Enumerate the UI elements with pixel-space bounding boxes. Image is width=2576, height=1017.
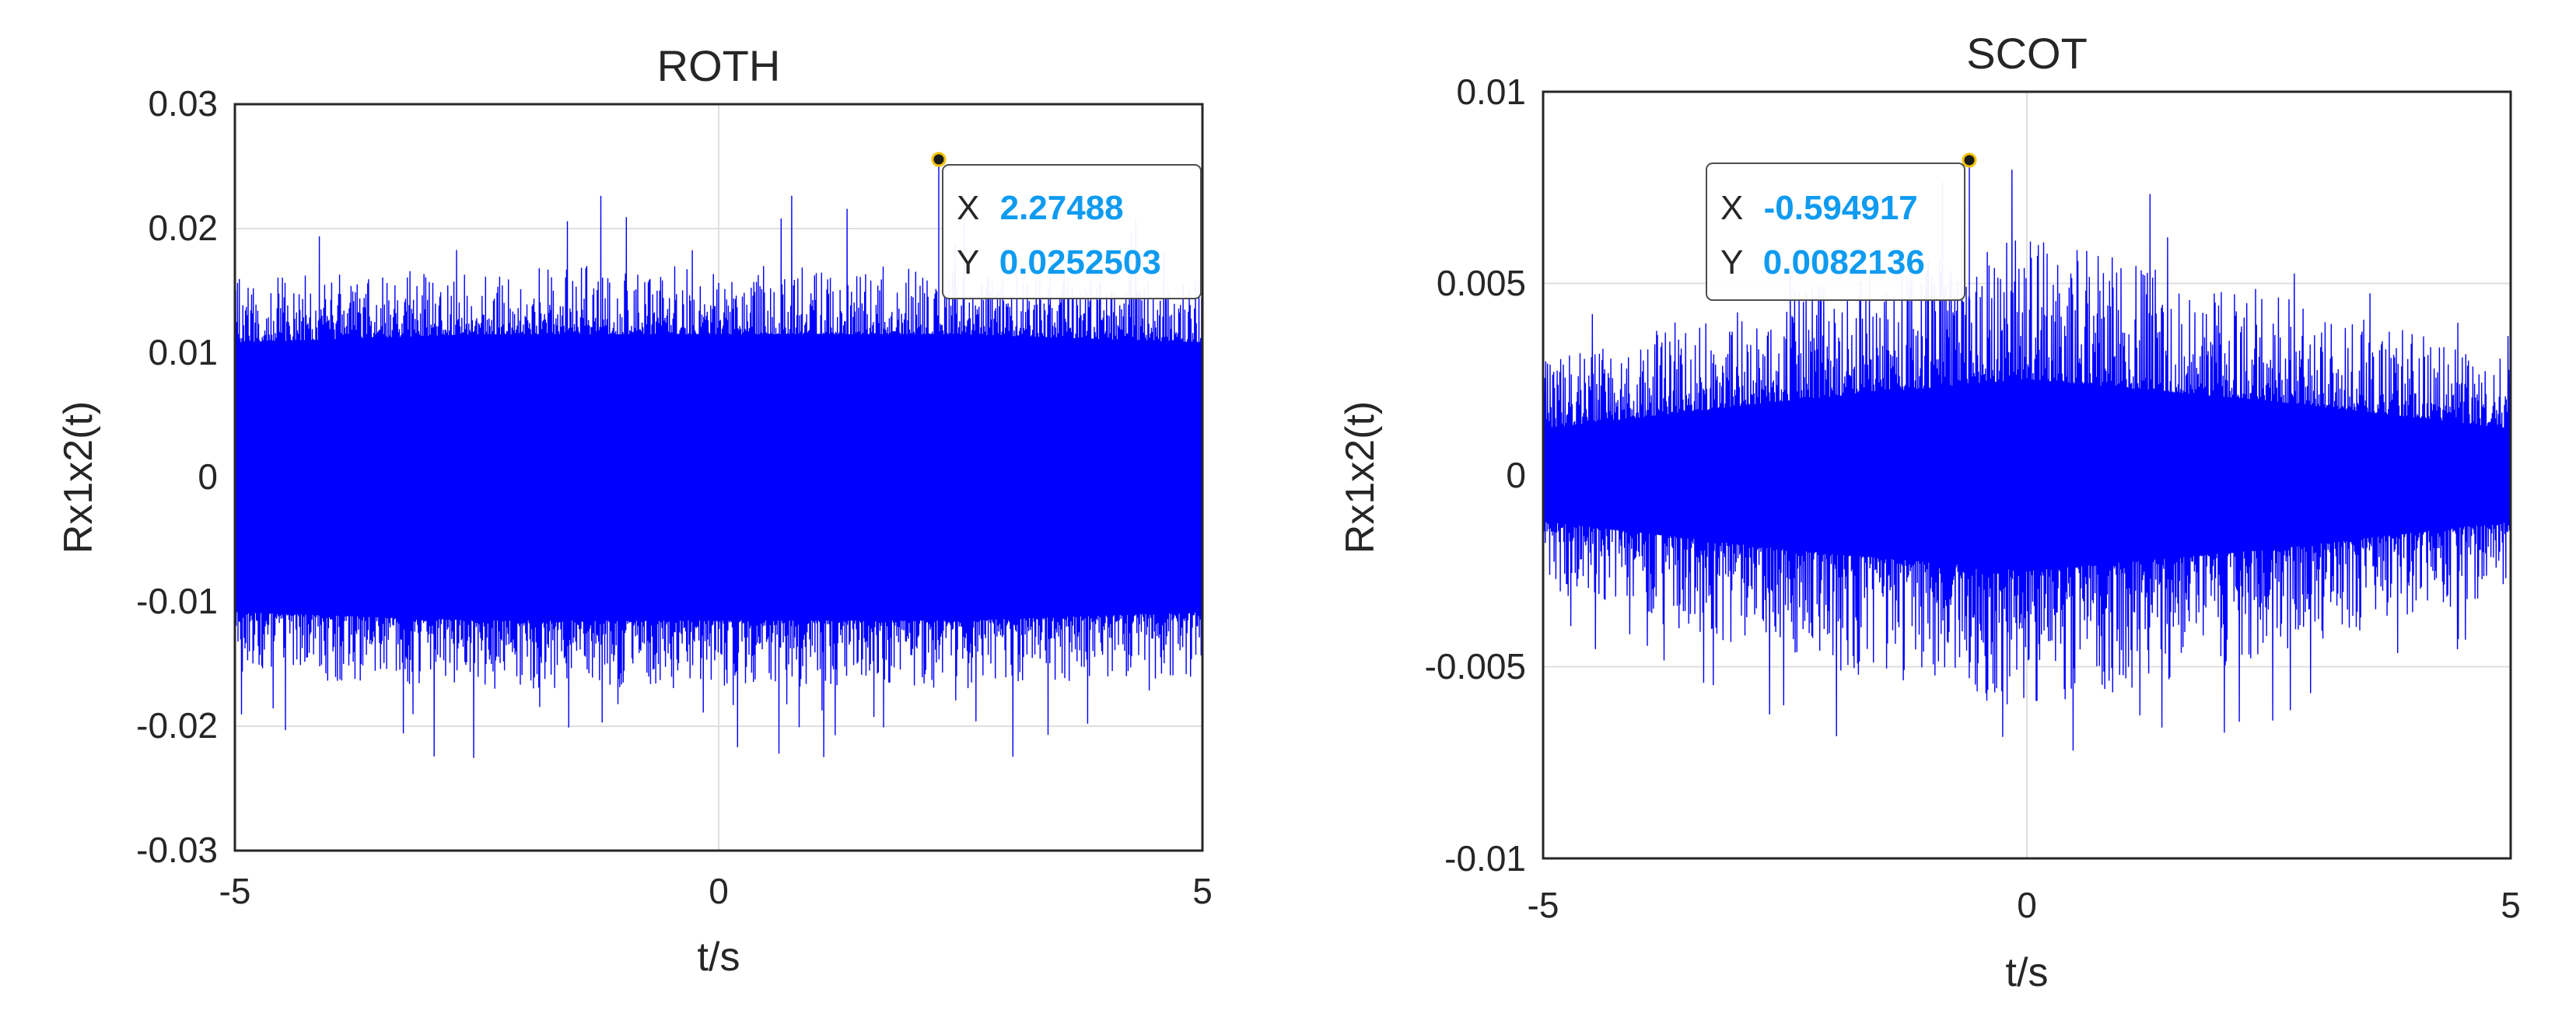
y-tick-label: 0 <box>198 456 218 497</box>
data-tip-box <box>942 164 1202 299</box>
x-ticks: -5 0 5 <box>1528 885 2521 925</box>
x-tick-label: -5 <box>219 871 251 911</box>
y-tick-label: 0.01 <box>1456 72 1526 112</box>
y-axis-label: Rx1x2(t) <box>1338 401 1383 554</box>
x-tick-label: 0 <box>2017 885 2037 925</box>
y-tick-label: -0.02 <box>136 705 218 746</box>
x-tick-label: 5 <box>1192 871 1213 911</box>
y-axis-label: Rx1x2(t) <box>56 401 101 554</box>
data-tip[interactable]: X -0.594917 Y 0.0082136 <box>1706 152 1977 301</box>
y-tick-label: -0.01 <box>136 581 218 621</box>
data-tip-x-row: X -0.594917 <box>1720 189 1918 227</box>
data-tip-y-label: Y <box>957 243 979 281</box>
plot-frame <box>1542 90 2512 860</box>
signal-trace <box>1542 160 2511 751</box>
y-tick-label: 0.005 <box>1437 263 1526 303</box>
data-tip-y-row: Y 0.0252503 <box>957 243 1161 281</box>
data-tip-x-label: X <box>957 189 979 227</box>
y-tick-label: 0.02 <box>148 208 218 248</box>
x-tick-label: -5 <box>1528 885 1559 925</box>
y-ticks: 0.03 0.02 0.01 0 -0.01 -0.02 -0.03 <box>136 83 218 870</box>
data-tip-marker[interactable] <box>1962 152 1977 168</box>
data-tip-x-value: 2.27488 <box>1000 189 1124 227</box>
x-tick-label: 0 <box>709 871 729 911</box>
y-tick-label: -0.01 <box>1444 838 1526 879</box>
chart-title: SCOT <box>1966 29 2088 78</box>
data-tip-x-row: X 2.27488 <box>957 189 1124 227</box>
data-tip-y-label: Y <box>1720 243 1743 281</box>
y-tick-label: -0.005 <box>1425 646 1526 687</box>
signal-line <box>234 163 1203 758</box>
data-tip-x-value: -0.594917 <box>1764 189 1918 227</box>
data-tip[interactable]: X 2.27488 Y 0.0252503 <box>931 152 1202 299</box>
x-axis-label: t/s <box>698 935 740 980</box>
x-axis-label: t/s <box>2006 950 2049 995</box>
signal-line <box>1542 160 2511 751</box>
y-tick-label: 0 <box>1506 455 1526 495</box>
y-tick-label: -0.03 <box>136 830 218 870</box>
y-ticks: 0.01 0.005 0 -0.005 -0.01 <box>1425 72 1526 879</box>
chart-title: ROTH <box>657 41 781 90</box>
signal-trace <box>234 163 1203 758</box>
data-tip-marker[interactable] <box>931 152 947 167</box>
x-ticks: -5 0 5 <box>219 871 1213 911</box>
data-tip-y-row: Y 0.0082136 <box>1720 243 1925 281</box>
data-tip-y-value: 0.0252503 <box>999 243 1161 281</box>
x-tick-label: 5 <box>2501 885 2521 925</box>
plot-frame <box>233 103 1204 852</box>
data-tip-x-label: X <box>1720 189 1743 227</box>
data-tip-box <box>1706 163 1965 301</box>
y-tick-label: 0.01 <box>148 332 218 372</box>
roth-chart: ROTH 0.03 0.02 0.01 0 -0.01 -0.02 -0.03 … <box>56 41 1213 980</box>
scot-chart: SCOT 0.01 0.005 0 -0.005 -0.01 -5 0 5 t/… <box>1338 29 2521 995</box>
y-tick-label: 0.03 <box>148 83 218 124</box>
data-tip-y-value: 0.0082136 <box>1763 243 1925 281</box>
